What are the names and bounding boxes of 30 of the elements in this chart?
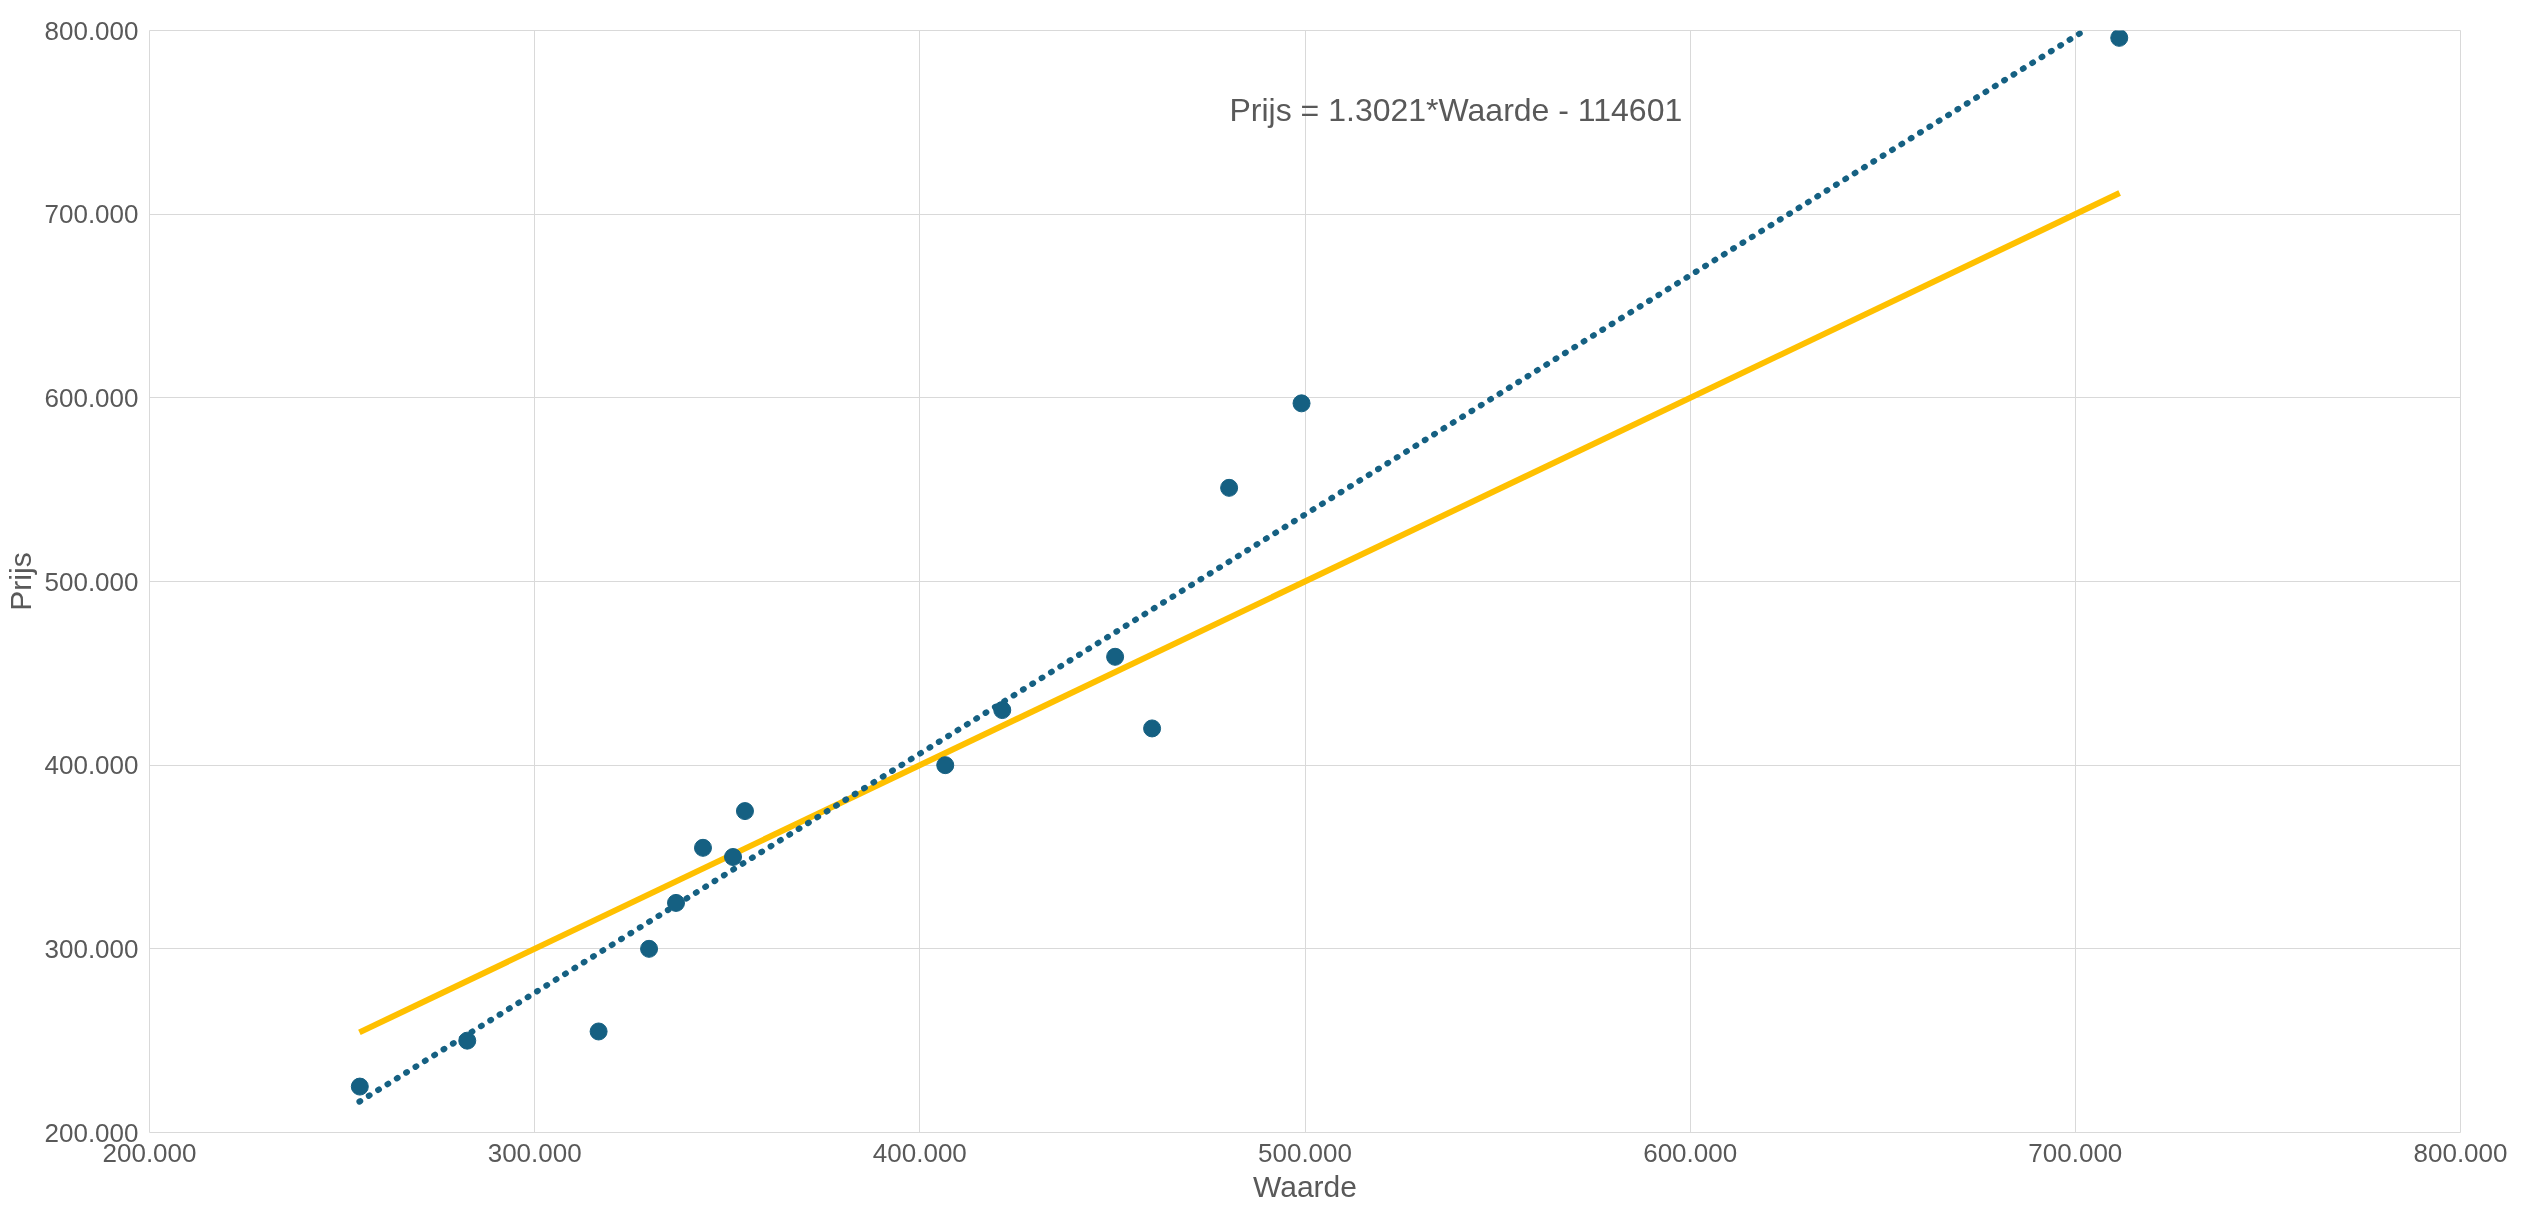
x-tick-label: 600.000 xyxy=(1643,1137,1738,1168)
point xyxy=(350,1077,369,1096)
point xyxy=(993,701,1012,720)
point xyxy=(640,939,659,958)
point xyxy=(936,756,955,775)
point xyxy=(1292,394,1311,413)
point xyxy=(693,838,712,857)
point xyxy=(1143,719,1162,738)
y-tick-label: 500.000 xyxy=(44,566,139,597)
y-tick-label: 800.000 xyxy=(44,15,139,46)
x-tick-label: 700.000 xyxy=(2028,1137,2123,1168)
x-tick-label: 300.000 xyxy=(487,1137,582,1168)
point xyxy=(667,893,686,912)
x-tick-label: 800.000 xyxy=(2413,1137,2508,1168)
point xyxy=(1106,647,1125,666)
point xyxy=(724,848,743,866)
x-axis-title: Waarde xyxy=(1253,1169,1357,1203)
y-tick-label: 300.000 xyxy=(44,933,139,964)
x-tick-label: 500.000 xyxy=(1258,1137,1352,1168)
y-tick-label: 400.000 xyxy=(44,750,139,781)
y-tick-label: 600.000 xyxy=(44,382,139,413)
y-tick-label: 700.000 xyxy=(44,199,139,230)
x-tick-label: 400.000 xyxy=(872,1137,967,1168)
annotation: Prijs = 1.3021*Waarde - 114601 xyxy=(1229,91,1683,128)
point xyxy=(735,802,754,821)
point xyxy=(2110,30,2129,47)
point xyxy=(458,1031,477,1050)
point xyxy=(589,1022,608,1041)
y-axis-title: Prijs xyxy=(3,552,37,611)
point xyxy=(1220,478,1239,497)
